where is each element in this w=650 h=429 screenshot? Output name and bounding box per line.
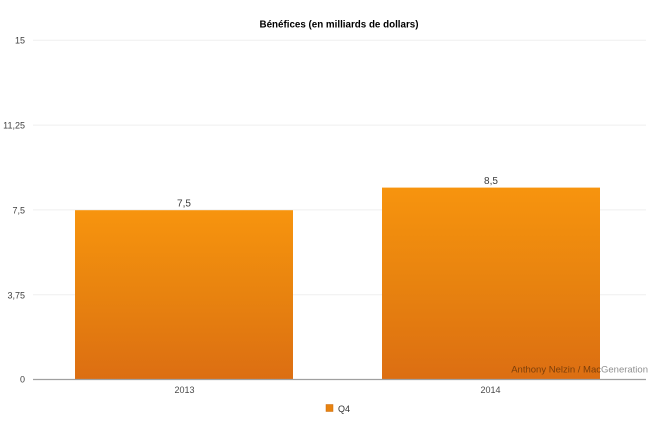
svg-text:7,5: 7,5 (12, 206, 25, 216)
svg-text:0: 0 (20, 375, 25, 385)
svg-text:Q4: Q4 (338, 404, 350, 414)
svg-text:8,5: 8,5 (484, 176, 498, 187)
svg-text:Bénéfices (en milliards de dol: Bénéfices (en milliards de dollars) (260, 20, 419, 31)
svg-text:11,25: 11,25 (3, 121, 25, 131)
svg-text:7,5: 7,5 (177, 199, 191, 210)
svg-text:15: 15 (15, 36, 25, 46)
svg-text:2014: 2014 (480, 385, 500, 395)
svg-text:3,75: 3,75 (7, 291, 25, 301)
svg-text:Anthony Nelzin / MacGeneration: Anthony Nelzin / MacGeneration (511, 365, 648, 376)
svg-text:2013: 2013 (174, 385, 194, 395)
